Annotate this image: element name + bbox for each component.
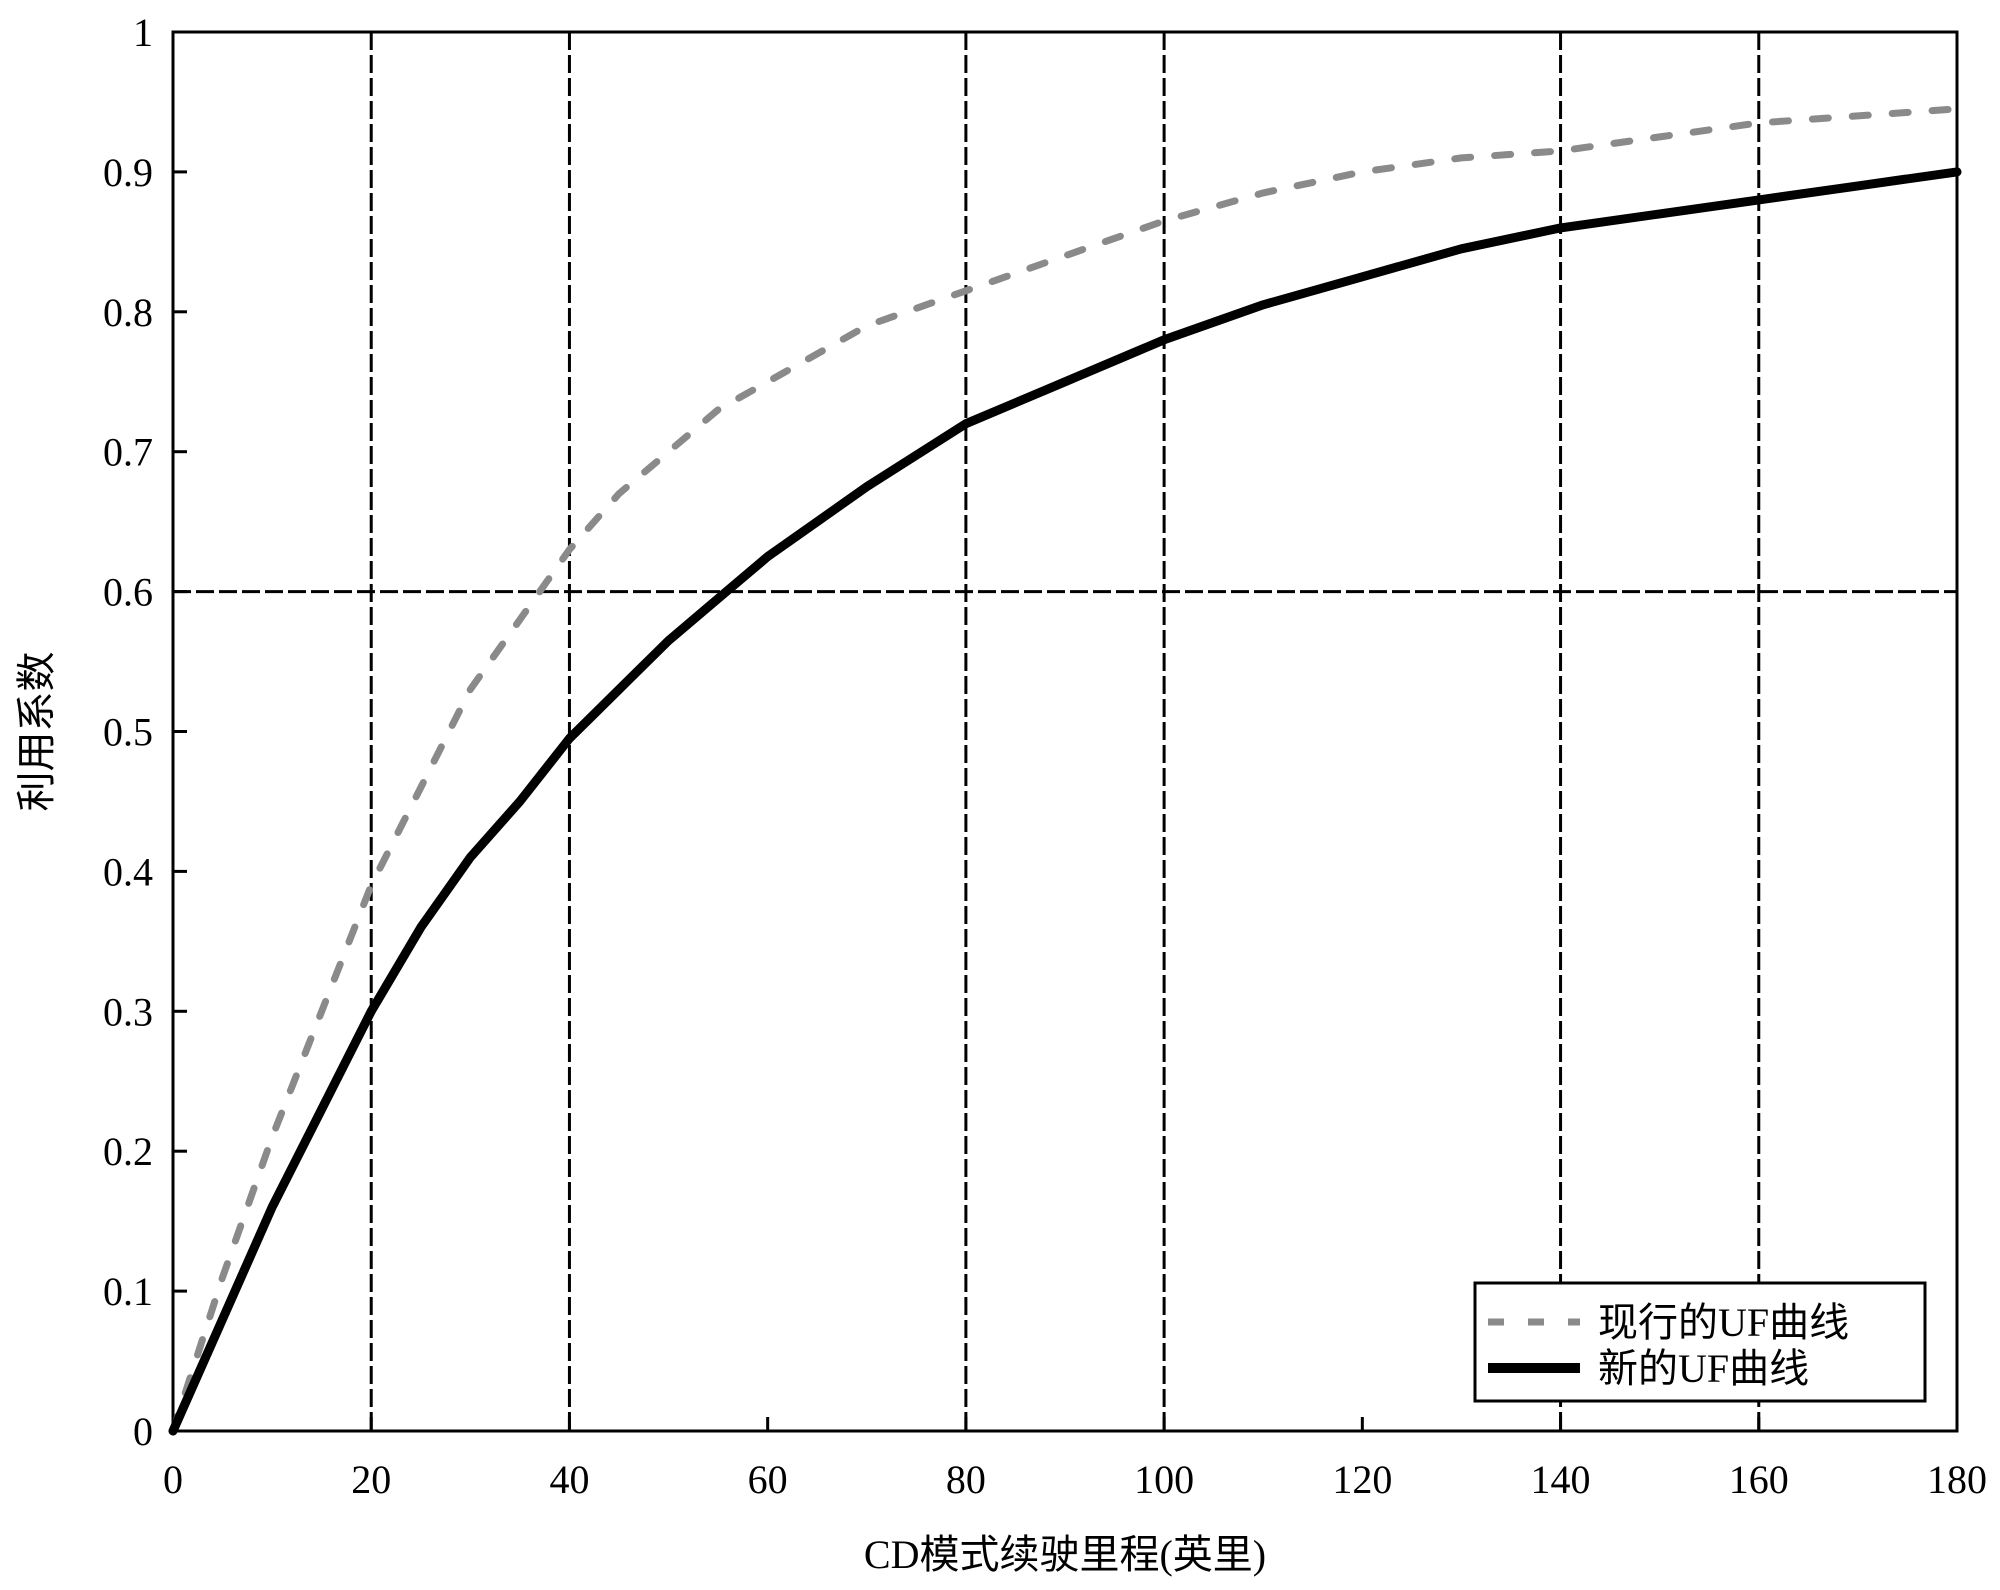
y-tick-label: 0.8 [103, 290, 153, 335]
series-line-1 [168, 167, 1962, 1436]
x-tick-label: 0 [163, 1457, 183, 1502]
plot-frame [171, 30, 1959, 1433]
y-tick-label: 1 [133, 10, 153, 55]
x-tick-label: 140 [1531, 1457, 1591, 1502]
y-tick-label: 0.5 [103, 710, 153, 755]
grid-lines [173, 30, 1957, 1431]
y-tick-label: 0.4 [103, 849, 153, 894]
x-tick-label: 120 [1332, 1457, 1392, 1502]
legend-label-current-uf: 现行的UF曲线 [1598, 1300, 1849, 1345]
axis-ticks: 0 20 40 60 80 100 120 140 160 180 0 0.1 0.2 0.3 0.4 0.5… [103, 10, 1987, 1502]
x-tick-label: 20 [351, 1457, 391, 1502]
legend: 现行的UF曲线 新的UF曲线 [1473, 1281, 1927, 1403]
y-tick-label: 0.6 [103, 570, 153, 615]
y-tick-label: 0 [133, 1409, 153, 1454]
y-tick-label: 0.7 [103, 430, 153, 475]
series-lines [168, 105, 1962, 1436]
x-tick-label: 180 [1927, 1457, 1987, 1502]
legend-label-new-uf: 新的UF曲线 [1598, 1346, 1809, 1391]
x-tick-label: 40 [549, 1457, 589, 1502]
x-tick-label: 80 [946, 1457, 986, 1502]
y-tick-label: 0.3 [103, 989, 153, 1034]
x-axis-title: CD模式续驶里程(英里) [864, 1532, 1266, 1577]
y-axis-title: 利用系数 [14, 652, 59, 812]
y-tick-label: 0.2 [103, 1129, 153, 1174]
series-line-0 [169, 105, 1961, 1435]
x-tick-label: 60 [748, 1457, 788, 1502]
y-tick-label: 0.1 [103, 1269, 153, 1314]
x-tick-label: 160 [1729, 1457, 1789, 1502]
y-tick-label: 0.9 [103, 150, 153, 195]
x-tick-label: 100 [1134, 1457, 1194, 1502]
legend-box [1473, 1281, 1927, 1403]
